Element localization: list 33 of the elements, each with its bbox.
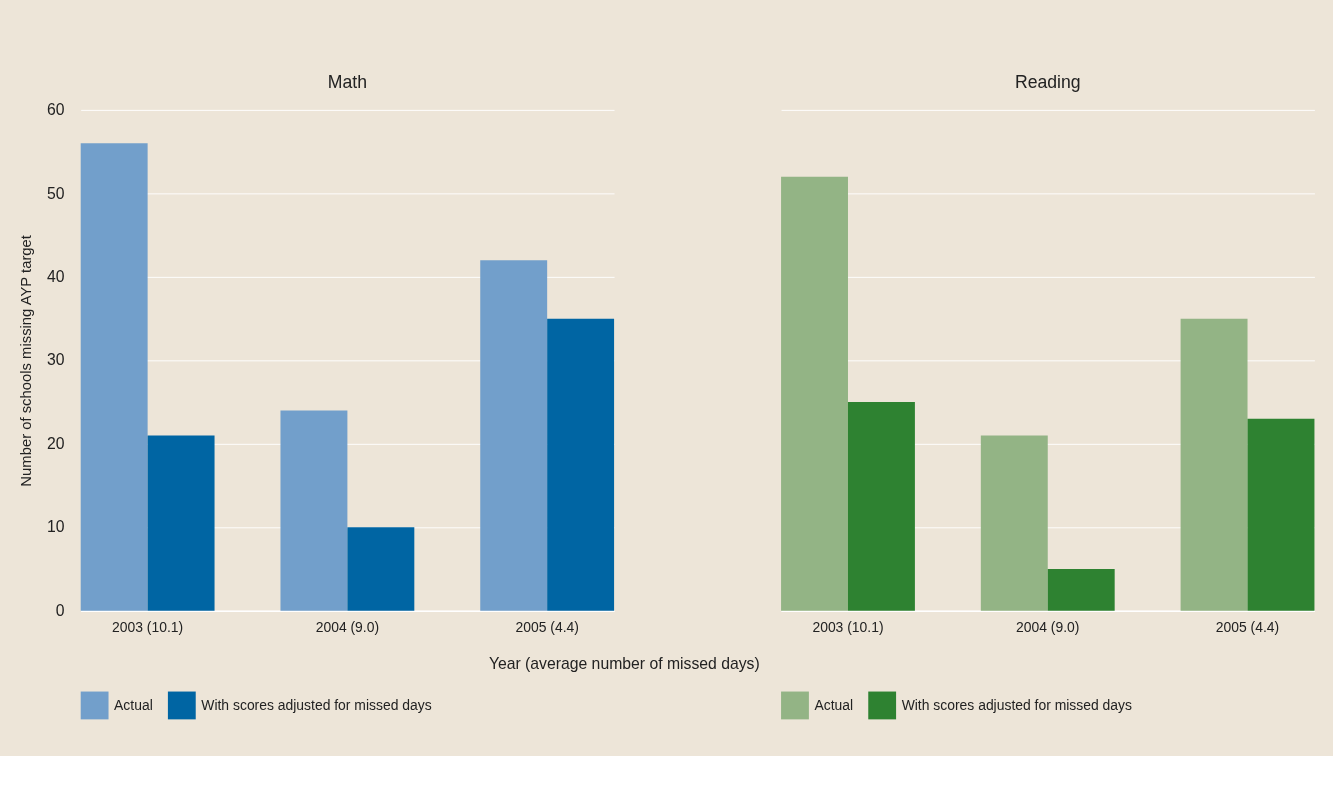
legend-label: Actual	[814, 697, 854, 714]
bar	[347, 527, 415, 611]
legend-label: With scores adjusted for missed days	[201, 697, 432, 714]
legend-label: Actual	[114, 697, 153, 714]
bar	[781, 176, 848, 611]
bar	[280, 410, 348, 611]
x-axis-title: Year (average number of missed days)	[488, 655, 760, 673]
bar	[480, 260, 548, 611]
bar	[1247, 418, 1315, 611]
y-tick-label: 10	[46, 518, 65, 536]
x-tick-label: 2004 (9.0)	[315, 618, 380, 635]
y-tick-label: 20	[46, 434, 65, 452]
bar	[80, 143, 148, 611]
y-tick-label: 40	[46, 267, 65, 285]
y-axis-title: Number of schools missing AYP target	[18, 234, 35, 487]
y-tick-label: 0	[55, 601, 65, 619]
x-tick-label: 2003 (10.1)	[112, 618, 184, 635]
bar	[147, 435, 215, 611]
y-tick-label: 50	[46, 184, 65, 202]
bar	[847, 402, 915, 611]
x-tick-label: 2003 (10.1)	[812, 618, 884, 635]
bar	[1047, 569, 1115, 611]
bar	[980, 435, 1048, 611]
x-tick-label: 2005 (4.4)	[515, 618, 579, 635]
legend-label: With scores adjusted for missed days	[901, 697, 1133, 714]
bar	[1180, 318, 1248, 611]
x-tick-label: 2005 (4.4)	[1215, 618, 1280, 635]
chart-title: Math	[327, 71, 367, 92]
y-tick-label: 30	[46, 351, 65, 369]
chart-title: Reading	[1014, 71, 1081, 92]
x-tick-label: 2004 (9.0)	[1016, 618, 1080, 635]
bar	[547, 318, 615, 611]
y-tick-label: 60	[46, 101, 65, 119]
